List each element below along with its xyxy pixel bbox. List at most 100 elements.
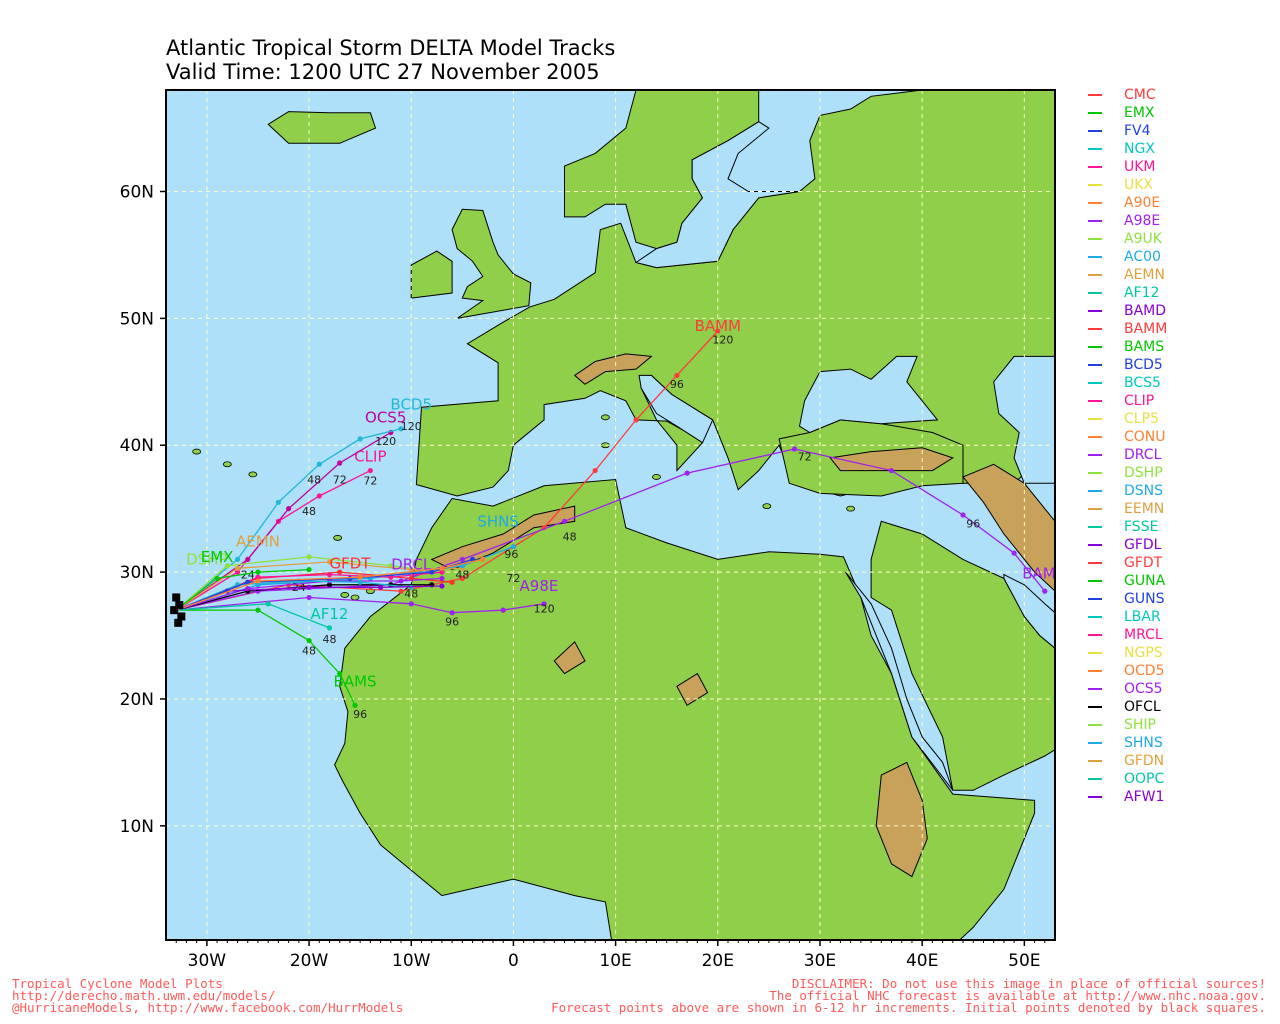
track-point <box>592 467 598 474</box>
track-point <box>561 518 568 524</box>
legend-swatch <box>1088 184 1102 186</box>
legend-item-bams: BAMS <box>1088 338 1278 356</box>
track-hour-label: 120 <box>375 435 396 448</box>
track-hour-label: 72 <box>798 450 812 463</box>
track-line <box>175 568 310 611</box>
legend-item-bamm: BAMM <box>1088 320 1278 338</box>
track-hour-label: 96 <box>445 615 459 628</box>
track-point <box>398 588 404 594</box>
legend-item-ukm: UKM <box>1088 158 1278 176</box>
track-name-label: DRCL <box>391 556 432 574</box>
track-point <box>326 559 333 565</box>
track-point <box>255 574 261 580</box>
model-tracks: BAMM12096BAMD487296A98E12096BAMS9648AF12… <box>170 317 1067 721</box>
track-point <box>326 582 333 588</box>
track-hour-label: 96 <box>504 548 518 561</box>
track-point <box>1042 588 1048 594</box>
legend-label: OCS5 <box>1124 681 1163 697</box>
persian-gulf <box>1003 573 1055 649</box>
legend-swatch <box>1088 238 1102 240</box>
legend-swatch <box>1088 202 1102 204</box>
legend-label: DSNS <box>1124 483 1164 499</box>
legend-item-clp5: CLP5 <box>1088 410 1278 428</box>
legend-label: BAMS <box>1124 339 1165 355</box>
y-tick-label: 20N <box>120 690 154 710</box>
track-point <box>377 584 384 590</box>
track-hour-label: 120 <box>534 603 555 616</box>
y-tick-label: 10N <box>120 817 154 837</box>
track-point <box>316 461 322 467</box>
track-emx: EMX <box>175 548 312 611</box>
legend-swatch <box>1088 418 1102 420</box>
legend-label: AEMN <box>1124 267 1165 283</box>
x-tick-label: 10E <box>599 951 631 971</box>
hoggar-highland <box>553 641 586 675</box>
legend-swatch <box>1088 688 1102 690</box>
track-point <box>306 594 312 601</box>
track-point <box>715 328 721 334</box>
legend-label: AFW1 <box>1124 789 1165 805</box>
legend-item-a98e: A98E <box>1088 212 1278 230</box>
legend-swatch <box>1088 220 1102 222</box>
legend-label: NGPS <box>1124 645 1163 661</box>
track-name-label: BAMD <box>1022 564 1067 582</box>
legend-swatch <box>1088 670 1102 672</box>
legend-swatch <box>1088 724 1102 726</box>
track-point <box>541 601 547 607</box>
x-tick-label: 40E <box>906 951 938 971</box>
y-tick-label: 40N <box>120 436 154 456</box>
legend-label: A9UK <box>1124 231 1162 247</box>
legend-swatch <box>1088 130 1102 132</box>
legend-item-a90e: A90E <box>1088 194 1278 212</box>
legend-swatch <box>1088 292 1102 294</box>
legend-swatch <box>1088 256 1102 258</box>
legend-item-bcs5: BCS5 <box>1088 374 1278 392</box>
track-name-label: EMX <box>201 548 234 566</box>
track-point <box>337 569 343 575</box>
red-sea <box>845 571 954 791</box>
track-point <box>439 565 445 571</box>
track-point <box>306 554 312 560</box>
iceland-land <box>267 111 377 144</box>
legend-item-gfdn: GFDN <box>1088 752 1278 770</box>
legend-label: AF12 <box>1124 285 1160 301</box>
legend-label: BAMD <box>1124 303 1167 319</box>
track-point <box>255 578 261 584</box>
track-name-label: OCS5 <box>365 408 406 426</box>
initial-position-square <box>172 593 181 602</box>
legend-swatch <box>1088 148 1102 150</box>
track-point <box>337 670 343 677</box>
legend-item-ngx: NGX <box>1088 140 1278 158</box>
legend-label: OCD5 <box>1124 663 1165 679</box>
legend-swatch <box>1088 472 1102 474</box>
track-point <box>306 637 312 644</box>
legend-label: SHNS <box>1124 735 1163 751</box>
legend-item-fv4: FV4 <box>1088 122 1278 140</box>
x-tick-label: 30E <box>804 951 836 971</box>
track-point <box>326 572 333 578</box>
legend-swatch <box>1088 94 1102 96</box>
track-hour-label: 48 <box>404 587 418 600</box>
legend-swatch <box>1088 706 1102 708</box>
legend-swatch <box>1088 760 1102 762</box>
legend-item-gfdl: GFDL <box>1088 536 1278 554</box>
track-point <box>398 578 404 584</box>
track-hour-label: 48 <box>455 568 469 581</box>
britain-land <box>451 208 532 319</box>
track-name-label: A98E <box>520 577 559 595</box>
legend-label: BCS5 <box>1124 375 1161 391</box>
track-hour-label: 48 <box>302 505 316 518</box>
track-name-label: AF12 <box>311 605 349 623</box>
track-name-label: DSHP <box>186 550 227 568</box>
legend-swatch <box>1088 490 1102 492</box>
track-point <box>224 563 230 569</box>
legend-label: BAMM <box>1124 321 1168 337</box>
legend-swatch <box>1088 580 1102 582</box>
legend-label: GFDL <box>1124 537 1162 553</box>
track-point <box>255 607 261 613</box>
track-hour-label: 72 <box>333 473 347 486</box>
legend-swatch <box>1088 112 1102 114</box>
legend-item-a9uk: A9UK <box>1088 230 1278 248</box>
ireland-land <box>410 250 453 299</box>
